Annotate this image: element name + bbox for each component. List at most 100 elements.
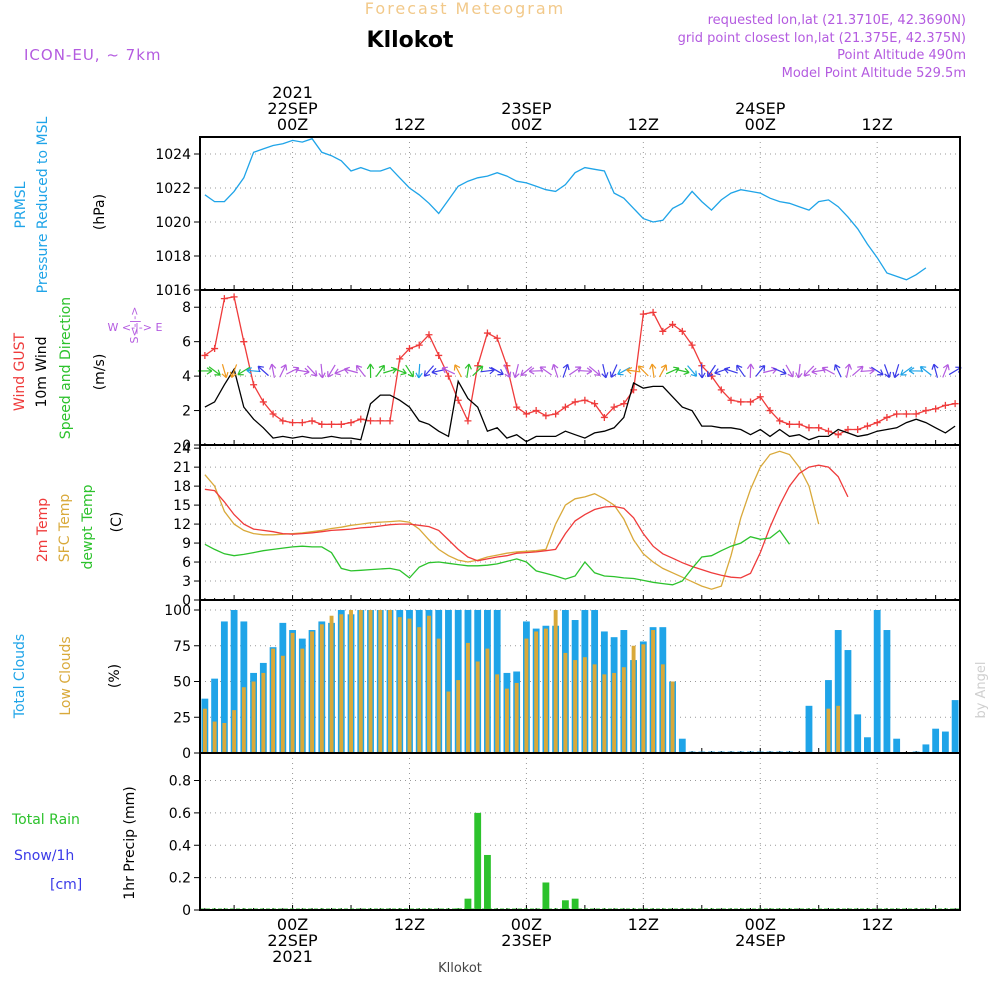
wind-direction-arrow xyxy=(237,366,251,376)
top-time-label: 23SEP xyxy=(501,99,552,118)
bottom-time-label: 00Z xyxy=(745,915,776,934)
gust-line-marker xyxy=(357,415,365,423)
total-cloud-bar xyxy=(834,630,842,753)
gust-line-marker xyxy=(444,372,452,380)
wind-tick-label: 0 xyxy=(182,438,191,454)
clouds-tick-label: 25 xyxy=(173,710,191,726)
pressure-tick-label: 1022 xyxy=(155,181,191,197)
gust-line-marker xyxy=(571,398,579,406)
gust-line-marker xyxy=(639,310,647,318)
wind-direction-arrow xyxy=(453,364,463,378)
wind-direction-arrow xyxy=(441,366,456,375)
low-cloud-bar xyxy=(563,652,568,753)
footer-location: Kllokot xyxy=(438,961,482,976)
low-cloud-bar xyxy=(271,648,276,753)
temp-tick-label: 3 xyxy=(182,574,191,590)
precip-grid: 0 0.2 0.4 0.6 0.8 xyxy=(169,753,960,919)
wind-direction-arrow xyxy=(246,367,261,375)
wind-direction-arrow xyxy=(512,364,520,379)
gust-line-marker xyxy=(688,341,696,349)
low-cloud-bar xyxy=(290,632,295,753)
wind-direction-arrow xyxy=(208,366,221,376)
gust-line-marker xyxy=(795,420,803,428)
gust-line-marker xyxy=(211,345,219,353)
clouds-axis-title: Total Clouds Low Clouds (%) xyxy=(12,634,123,719)
wind-direction-arrow xyxy=(942,363,950,378)
gust-line-marker xyxy=(552,410,560,418)
low-cloud-bar xyxy=(651,630,656,753)
dewpt-line xyxy=(204,529,791,586)
wind-direction-arrow xyxy=(279,364,288,378)
wind-direction-arrow xyxy=(464,363,472,378)
precip-tick-label: 0.4 xyxy=(169,838,191,854)
pressure-tick-label: 1020 xyxy=(155,215,191,231)
temp-label-4: (C) xyxy=(109,512,125,533)
low-cloud-bar xyxy=(436,638,441,753)
gust-line-marker xyxy=(805,424,813,432)
wind-direction-arrow xyxy=(551,363,559,378)
low-cloud-bar xyxy=(670,681,675,753)
wind-label-3: Speed and Direction xyxy=(58,297,74,439)
bottom-time-label: 12Z xyxy=(628,915,659,934)
info-line-2: grid point closest lon,lat (21.375E, 42.… xyxy=(678,31,966,46)
gust-line-marker xyxy=(279,417,287,425)
top-time-label: 2021 xyxy=(272,83,313,102)
pressure-label-3: (hPa) xyxy=(92,194,108,230)
wind-direction-arrow xyxy=(617,367,631,376)
clouds-tick-label: 0 xyxy=(182,746,191,762)
low-cloud-bar xyxy=(222,722,227,753)
low-cloud-bar xyxy=(485,648,490,753)
rain-bar xyxy=(474,812,482,910)
low-cloud-bar xyxy=(602,674,607,753)
wind-compass-we: W <-|-> E xyxy=(108,321,163,334)
clouds-tick-label: 100 xyxy=(164,603,191,619)
gust-line-marker xyxy=(464,417,472,425)
precip-tick-label: 0.8 xyxy=(169,774,191,790)
wind-direction-arrow xyxy=(883,364,892,378)
gust-line-marker xyxy=(591,400,599,408)
total-cloud-bar xyxy=(445,610,452,753)
pressure-tick-label: 1018 xyxy=(155,249,191,265)
rain-bar xyxy=(561,900,569,910)
total-cloud-bar xyxy=(854,714,862,753)
wind-tick-label: 4 xyxy=(182,369,191,385)
gust-line-marker xyxy=(230,293,238,301)
temp-label-1: 2m Temp xyxy=(35,498,51,562)
gust-line-marker xyxy=(669,320,677,328)
wind-direction-arrow xyxy=(637,365,649,377)
wind-line xyxy=(204,367,956,443)
gust-line-marker xyxy=(415,341,423,349)
low-cloud-bar xyxy=(368,610,373,753)
precip-axis-title: Total Rain Snow/1h [cm] 1hr Precip (mm) xyxy=(11,786,138,899)
gust-line-marker xyxy=(941,401,949,409)
top-time-label: 00Z xyxy=(511,115,542,134)
pressure-tick-label: 1016 xyxy=(155,283,191,299)
precip-tick-label: 0 xyxy=(182,903,191,919)
low-cloud-bar xyxy=(456,680,461,753)
bottom-time-label: 2021 xyxy=(272,947,313,966)
low-cloud-bar xyxy=(358,610,363,753)
wind-label-2: 10m Wind xyxy=(34,336,50,407)
top-title: Forecast Meteogram xyxy=(365,0,565,18)
bottom-time-label: 12Z xyxy=(394,915,425,934)
wind-grid: 0 2 4 6 8 xyxy=(182,290,960,454)
wind-direction-arrow xyxy=(383,366,398,374)
gust-line-marker xyxy=(581,396,589,404)
bottom-time-label: 23SEP xyxy=(501,931,552,950)
wind-direction-arrow xyxy=(221,364,229,379)
temp-tick-label: 18 xyxy=(173,479,191,495)
gust-line-marker xyxy=(834,431,842,439)
wind-direction-arrow xyxy=(609,364,618,378)
low-cloud-bar xyxy=(660,664,665,753)
gust-line-marker xyxy=(727,396,735,404)
clouds-tick-label: 50 xyxy=(173,675,191,691)
bottom-time-label: 24SEP xyxy=(735,931,786,950)
gust-line-marker xyxy=(454,396,462,404)
low-cloud-bar xyxy=(202,708,207,753)
wind-direction-arrow xyxy=(577,367,593,375)
temp-tick-label: 0 xyxy=(182,593,191,609)
temp-tick-label: 24 xyxy=(173,441,191,457)
low-cloud-bar xyxy=(407,618,412,753)
wind-direction-arrow xyxy=(649,363,657,378)
low-cloud-bar xyxy=(573,660,578,753)
